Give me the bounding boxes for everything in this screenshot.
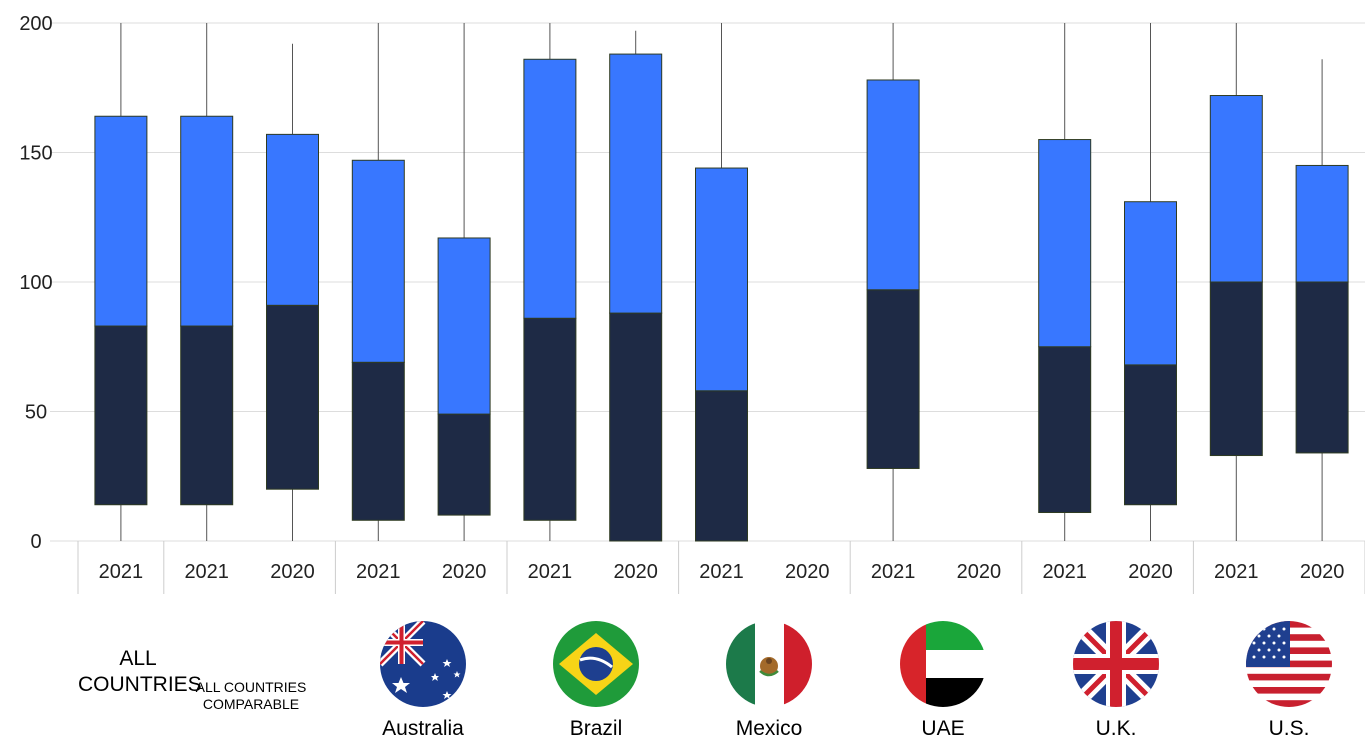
- x-tick-label: 2020: [442, 561, 487, 583]
- x-tick-label: 2020: [1128, 561, 1173, 583]
- uk-flag-icon: [1073, 621, 1159, 707]
- country-label-uae: UAE: [921, 717, 965, 740]
- box-upper: [266, 133, 319, 306]
- x-tick-label: 2021: [1214, 561, 1259, 583]
- y-tick-label: 150: [19, 143, 52, 165]
- box-lower: [437, 413, 491, 516]
- box-upper: [1295, 164, 1349, 283]
- box-lower: [351, 361, 405, 521]
- x-axis: 2021 2021 2020 2021 2020 2021 2020 2021 2020 2021…: [77, 541, 1365, 594]
- box-lower: [523, 317, 577, 521]
- uae-flag-icon: [900, 621, 986, 707]
- x-tick-label: 2020: [785, 561, 830, 583]
- country-label-australia: Australia: [382, 717, 464, 740]
- box-upper: [609, 53, 663, 314]
- x-tick-label: 2021: [1042, 561, 1087, 583]
- x-tick-label: 2020: [957, 561, 1002, 583]
- box-lower: [609, 312, 663, 542]
- box-upper: [437, 237, 491, 415]
- x-tick-label: 2021: [356, 561, 401, 583]
- box-upper: [351, 159, 405, 363]
- us-flag-icon: [1246, 621, 1332, 707]
- y-axis: 0 50 100 150 200: [19, 13, 52, 553]
- box-lower: [1124, 364, 1177, 506]
- box-upper: [94, 115, 148, 327]
- group-label-all-countries-comparable: ALL COUNTRIES COMPARABLE: [195, 679, 307, 712]
- box-upper: [1038, 139, 1092, 348]
- boxes: [94, 23, 1349, 542]
- box-lower: [266, 304, 319, 490]
- y-tick-label: 200: [19, 13, 52, 35]
- x-tick-label: 2021: [99, 561, 144, 583]
- box-lower: [94, 325, 148, 506]
- box-upper: [866, 79, 920, 291]
- box-upper: [180, 115, 234, 327]
- x-tick-label: 2020: [1300, 561, 1345, 583]
- box-lower: [1295, 281, 1349, 454]
- brazil-flag-icon: [553, 621, 639, 707]
- australia-flag-icon: [380, 621, 466, 707]
- group-label-all-countries: ALL COUNTRIES: [78, 647, 202, 696]
- y-tick-label: 100: [19, 272, 52, 294]
- y-tick-label: 0: [30, 531, 41, 553]
- country-label-uk: U.K.: [1095, 717, 1137, 740]
- box-lower: [866, 289, 920, 469]
- x-tick-label: 2021: [528, 561, 573, 583]
- box-upper: [523, 58, 577, 319]
- box-lower: [695, 390, 748, 542]
- mexico-flag-icon: [726, 621, 812, 707]
- country-label-brazil: Brazil: [569, 717, 623, 740]
- box-lower: [180, 325, 234, 506]
- box-lower: [1209, 281, 1263, 457]
- box-lower: [1038, 346, 1092, 514]
- x-tick-label: 2021: [184, 561, 229, 583]
- box-upper: [1124, 201, 1177, 366]
- box-upper: [1209, 95, 1263, 283]
- x-tick-label: 2020: [270, 561, 315, 583]
- x-tick-label: 2021: [699, 561, 744, 583]
- box-upper: [695, 167, 748, 392]
- y-tick-label: 50: [25, 402, 47, 424]
- x-tick-label: 2021: [871, 561, 916, 583]
- x-tick-label: 2020: [613, 561, 658, 583]
- country-label-mexico: Mexico: [735, 717, 803, 740]
- country-label-us: U.S.: [1268, 717, 1310, 740]
